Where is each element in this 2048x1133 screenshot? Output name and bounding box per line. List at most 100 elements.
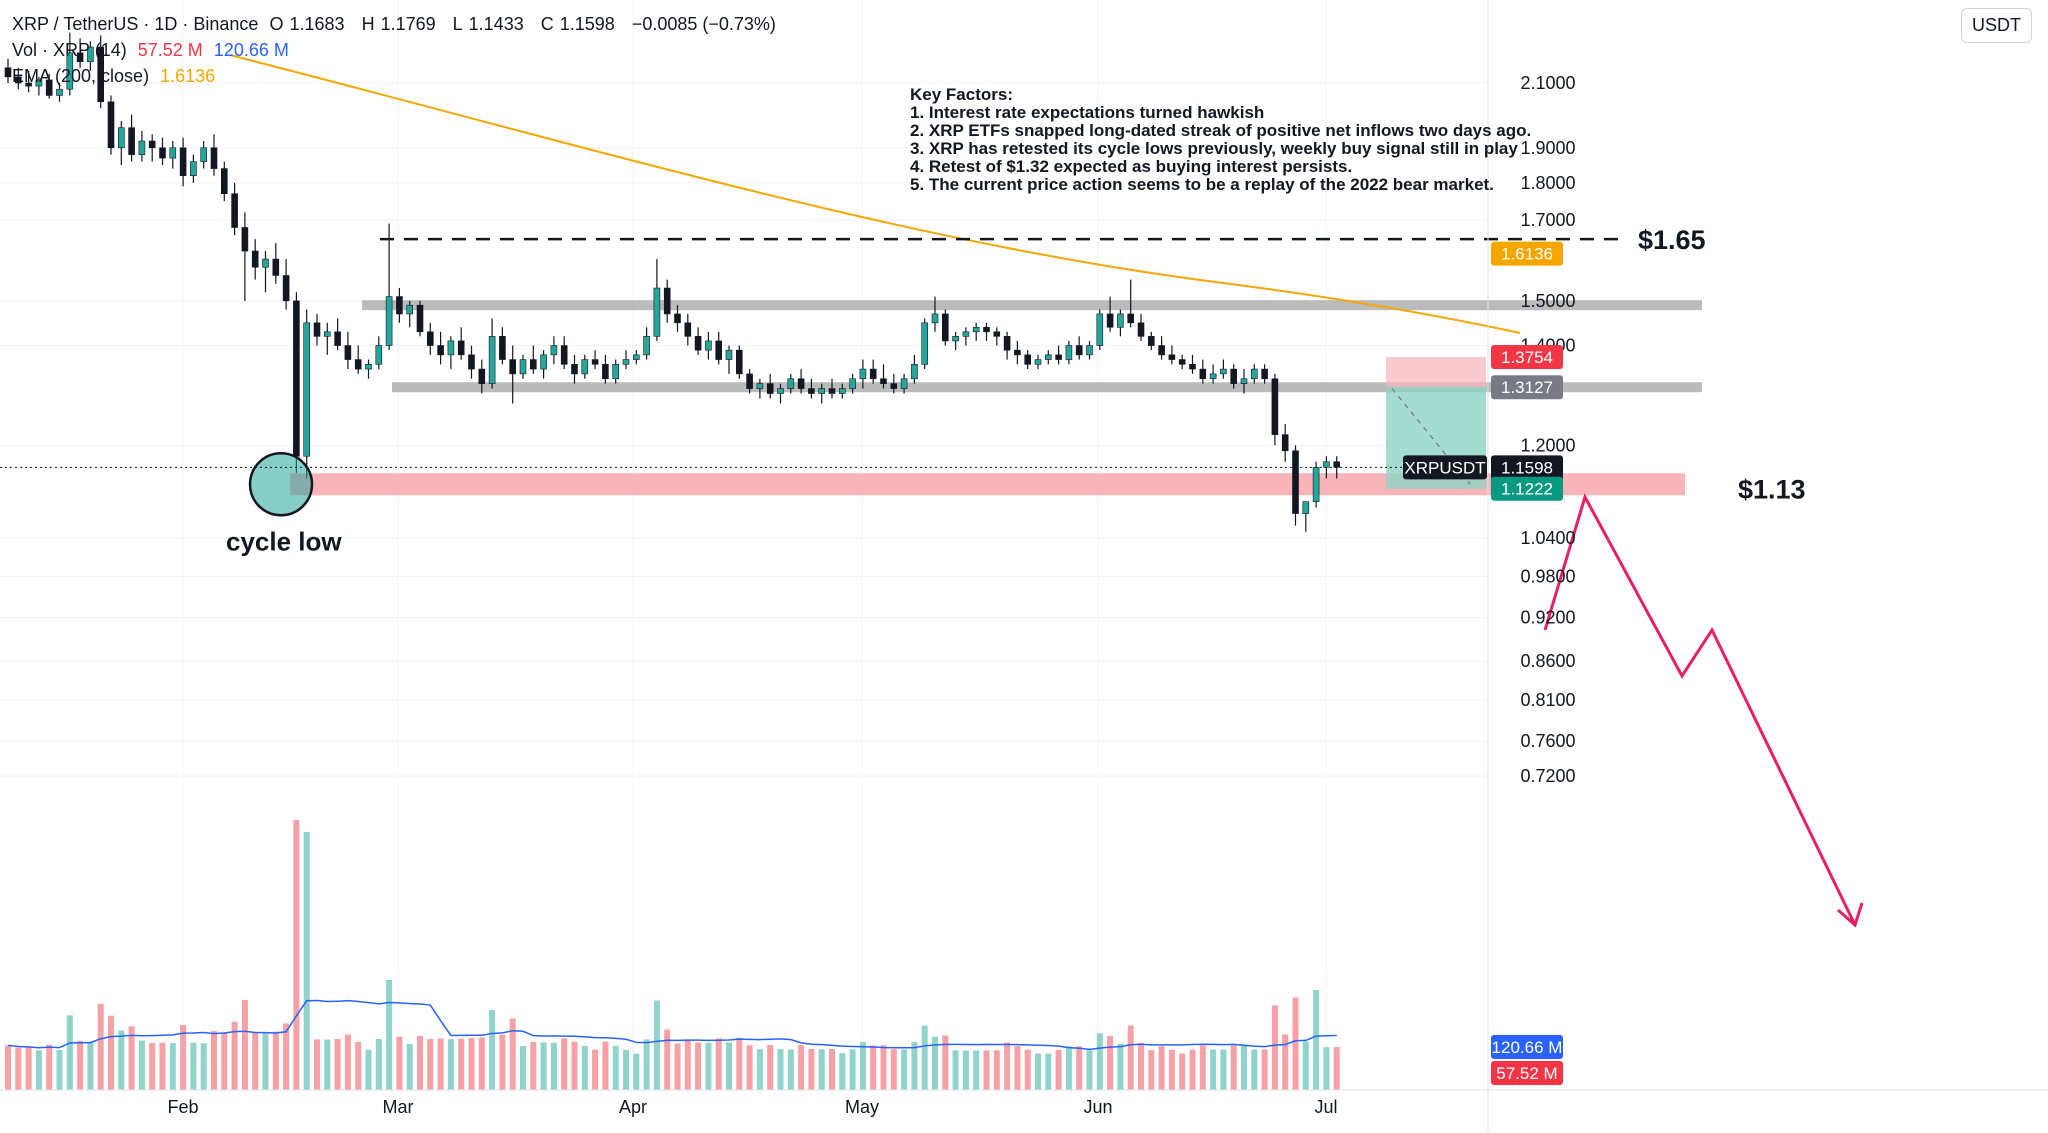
currency-label[interactable]: USDT bbox=[1961, 7, 2032, 43]
candle-body bbox=[550, 345, 558, 356]
volume-bars bbox=[5, 820, 1340, 1090]
time-tick-label: Apr bbox=[619, 1097, 647, 1117]
candle-body bbox=[808, 388, 815, 394]
price-tick-label: 1.9000 bbox=[1520, 138, 1575, 158]
time-tick-label: Jun bbox=[1083, 1097, 1112, 1117]
candle-body bbox=[437, 345, 444, 356]
volume-bar bbox=[1220, 1049, 1227, 1090]
candle-body bbox=[1003, 336, 1011, 351]
forecast-path bbox=[1543, 493, 1857, 926]
volume-bar bbox=[211, 1031, 217, 1090]
volume-bar bbox=[478, 1037, 485, 1090]
candle-body bbox=[1148, 336, 1155, 346]
volume-bar bbox=[1168, 1049, 1175, 1090]
candle-body bbox=[1199, 368, 1207, 380]
price-tag-value: 120.66 M bbox=[1492, 1038, 1563, 1057]
volume-bar bbox=[15, 1047, 22, 1090]
candle-body bbox=[529, 359, 537, 370]
volume-bar bbox=[262, 1032, 269, 1090]
volume-bar bbox=[633, 1053, 640, 1090]
grid-lines bbox=[0, 0, 1488, 1090]
volume-bar bbox=[190, 1042, 197, 1090]
volume-bar bbox=[1035, 1053, 1041, 1090]
candle-body bbox=[931, 313, 939, 324]
price-tick-label: 0.8100 bbox=[1520, 690, 1575, 710]
volume-bar bbox=[1096, 1033, 1103, 1090]
volume-bar bbox=[396, 1036, 403, 1090]
legend-vol-label[interactable]: Vol · XRP (14) bbox=[12, 40, 127, 60]
candle-body bbox=[478, 368, 486, 384]
candle-body bbox=[818, 388, 826, 394]
legend-ema-label[interactable]: EMA (200, close) bbox=[12, 66, 150, 86]
candle-body bbox=[293, 300, 300, 457]
candle-body bbox=[1220, 368, 1227, 375]
candle-body bbox=[282, 275, 290, 302]
legend-c-label: C bbox=[540, 14, 554, 34]
volume-bar bbox=[550, 1042, 557, 1090]
candle-body bbox=[1086, 345, 1093, 356]
symbol-tag bbox=[1403, 455, 1487, 480]
legend-o-label: O bbox=[269, 14, 284, 34]
volume-bar bbox=[1261, 1049, 1268, 1090]
currency-selector[interactable]: USDT bbox=[1945, 0, 2048, 50]
price-tag bbox=[1491, 375, 1563, 400]
volume-bar bbox=[128, 1026, 135, 1090]
candle-body bbox=[499, 336, 506, 360]
legend-symbol[interactable]: XRP / TetherUS · 1D · Binance bbox=[12, 14, 259, 34]
notes-item-4: 4. Retest of $1.32 expected as buying in… bbox=[910, 157, 1353, 176]
volume-bar bbox=[921, 1025, 928, 1090]
chart-zones bbox=[290, 300, 1702, 496]
candle-body bbox=[1117, 313, 1124, 328]
volume-bar bbox=[252, 1032, 259, 1090]
volume-ma-line bbox=[7, 999, 1337, 1051]
key-factors-note: Key Factors: 1. Interest rate expectatio… bbox=[910, 86, 1531, 194]
ema-path bbox=[229, 54, 1521, 334]
candle-body bbox=[983, 326, 990, 333]
ema-200-line bbox=[229, 54, 1521, 334]
stop-loss-zone bbox=[1386, 357, 1486, 388]
volume-bar bbox=[1241, 1045, 1247, 1090]
candle-body bbox=[1240, 378, 1248, 384]
candle-body bbox=[653, 287, 661, 337]
volume-bar bbox=[705, 1042, 712, 1090]
price-tick-label: 1.2000 bbox=[1520, 435, 1575, 455]
volume-bar bbox=[221, 1032, 228, 1090]
legend-ema-value: 1.6136 bbox=[160, 66, 216, 86]
candle-body bbox=[674, 313, 681, 324]
candle-body bbox=[426, 331, 434, 346]
volume-bar bbox=[736, 1037, 743, 1090]
volume-bar bbox=[612, 1045, 619, 1090]
candle-body bbox=[148, 140, 156, 149]
price-tag bbox=[1491, 345, 1563, 370]
candle-body bbox=[1034, 359, 1042, 365]
volume-bar bbox=[859, 1041, 866, 1090]
volume-bar bbox=[715, 1038, 722, 1090]
volume-bar bbox=[684, 1039, 691, 1090]
volume-bar bbox=[808, 1049, 815, 1090]
cycle-low-zone bbox=[290, 473, 1685, 496]
volume-bar bbox=[973, 1050, 980, 1090]
candle-body bbox=[1158, 345, 1165, 356]
volume-bar bbox=[1024, 1049, 1031, 1090]
legend-ema: EMA (200, close) 1.6136 bbox=[12, 66, 221, 87]
volume-bar bbox=[561, 1038, 568, 1090]
volume-bar bbox=[417, 1035, 423, 1090]
volume-bar bbox=[293, 820, 300, 1090]
price-tag bbox=[1491, 1061, 1563, 1085]
candle-body bbox=[581, 359, 589, 375]
volume-bar bbox=[1076, 1046, 1083, 1090]
candle-body bbox=[1292, 450, 1299, 514]
volume-bar bbox=[1148, 1050, 1155, 1090]
candle-body bbox=[1271, 378, 1279, 435]
drawings: $1.65 $1.13 cycle low bbox=[0, 225, 1864, 928]
volume-bar bbox=[1292, 997, 1299, 1090]
volume-bar bbox=[365, 1049, 372, 1090]
legend-l-label: L bbox=[452, 14, 463, 34]
candle-body bbox=[200, 147, 207, 162]
cycle-low-label: cycle low bbox=[226, 526, 342, 556]
candle-body bbox=[952, 336, 959, 342]
legend-h-value: 1.1769 bbox=[380, 14, 436, 34]
notes-item-3: 3. XRP has retested its cycle lows previ… bbox=[910, 139, 1518, 158]
candle-body bbox=[4, 67, 12, 78]
